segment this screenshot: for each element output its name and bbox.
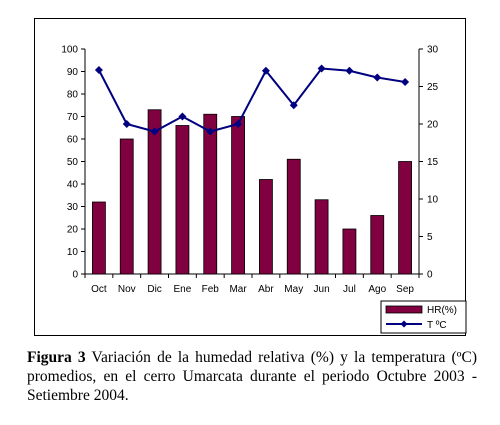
- y-left-tick-label: 70: [67, 112, 79, 123]
- x-tick-label: Feb: [202, 284, 220, 295]
- bar-hr: [398, 161, 412, 275]
- bar-hr: [314, 199, 329, 275]
- x-tick-label: Ene: [174, 284, 192, 295]
- caption-text: Variación de la humedad relativa (%) y l…: [27, 349, 477, 404]
- point-temperature: [261, 66, 270, 75]
- y-right-tick-label: 10: [427, 195, 439, 206]
- bar-hr: [286, 158, 301, 275]
- point-temperature: [373, 73, 382, 82]
- point-temperature: [206, 127, 215, 136]
- bar-hr: [259, 179, 273, 275]
- point-temperature: [345, 66, 354, 75]
- x-tick-label: Jun: [314, 284, 330, 295]
- chart-frame: 0 10 20 30 40 50 60 70 80 90 100 0 5 10 15 20 25 30 Oct Nov…: [34, 18, 467, 336]
- x-tick-label: Dic: [147, 284, 161, 295]
- point-temperature: [401, 78, 410, 86]
- bar-hr: [231, 116, 245, 275]
- y-right-tick-label: 15: [427, 157, 439, 168]
- point-temperature: [122, 120, 131, 128]
- x-tick-label: Ago: [368, 284, 386, 295]
- legend-label-hr: HR(%): [427, 305, 457, 316]
- bar-hr: [175, 125, 190, 275]
- point-temperature: [234, 120, 243, 128]
- chart-svg: 0 10 20 30 40 50 60 70 80 90 100 0 5 10 15 20 25 30 Oct Nov…: [61, 45, 467, 334]
- point-temperature: [178, 112, 187, 121]
- y-right-tick-label: 0: [427, 270, 433, 281]
- bar-hr: [92, 201, 106, 275]
- point-temperature: [317, 64, 326, 73]
- bar-hr: [147, 109, 162, 275]
- legend-swatch-marker: [400, 320, 408, 328]
- y-left-tick-label: 100: [61, 45, 78, 56]
- y-right-tick-label: 20: [427, 120, 439, 131]
- x-tick-label: Abr: [258, 284, 274, 295]
- figure-caption: Figura 3 Variación de la humedad relativ…: [27, 348, 477, 405]
- x-tick-label: Jul: [343, 284, 356, 295]
- legend-label-temp: T ºC: [427, 320, 447, 331]
- y-left-tick-label: 80: [67, 90, 79, 101]
- x-tick-label: Nov: [118, 284, 136, 295]
- y-left-tick-label: 90: [67, 67, 79, 78]
- y-right-tick-label: 25: [427, 82, 439, 93]
- y-left-tick-label: 20: [67, 225, 79, 236]
- line-temperature: [98, 67, 406, 133]
- bar-hr: [119, 138, 134, 275]
- y-right-tick-label: 30: [427, 45, 439, 56]
- point-temperature: [289, 101, 298, 110]
- y-right-tick-label: 5: [427, 232, 433, 243]
- caption-label: Figura 3: [27, 349, 86, 366]
- x-tick-label: Mar: [229, 284, 247, 295]
- y-left-tick-label: 0: [72, 270, 78, 281]
- x-tick-label: May: [284, 284, 303, 295]
- x-tick-label: Oct: [91, 284, 107, 295]
- x-tick-label: Sep: [396, 284, 414, 295]
- y-left-tick-label: 30: [67, 202, 79, 213]
- y-left-tick-label: 60: [67, 135, 79, 146]
- bar-hr: [342, 228, 357, 275]
- y-left-tick-label: 50: [67, 157, 79, 168]
- legend-swatch-hr: [385, 305, 423, 314]
- point-temperature: [150, 127, 159, 136]
- bar-hr: [203, 113, 218, 275]
- y-left-tick-label: 10: [67, 247, 79, 258]
- y-left-tick-label: 40: [67, 180, 79, 191]
- bar-hr: [370, 215, 385, 275]
- point-temperature: [94, 66, 103, 74]
